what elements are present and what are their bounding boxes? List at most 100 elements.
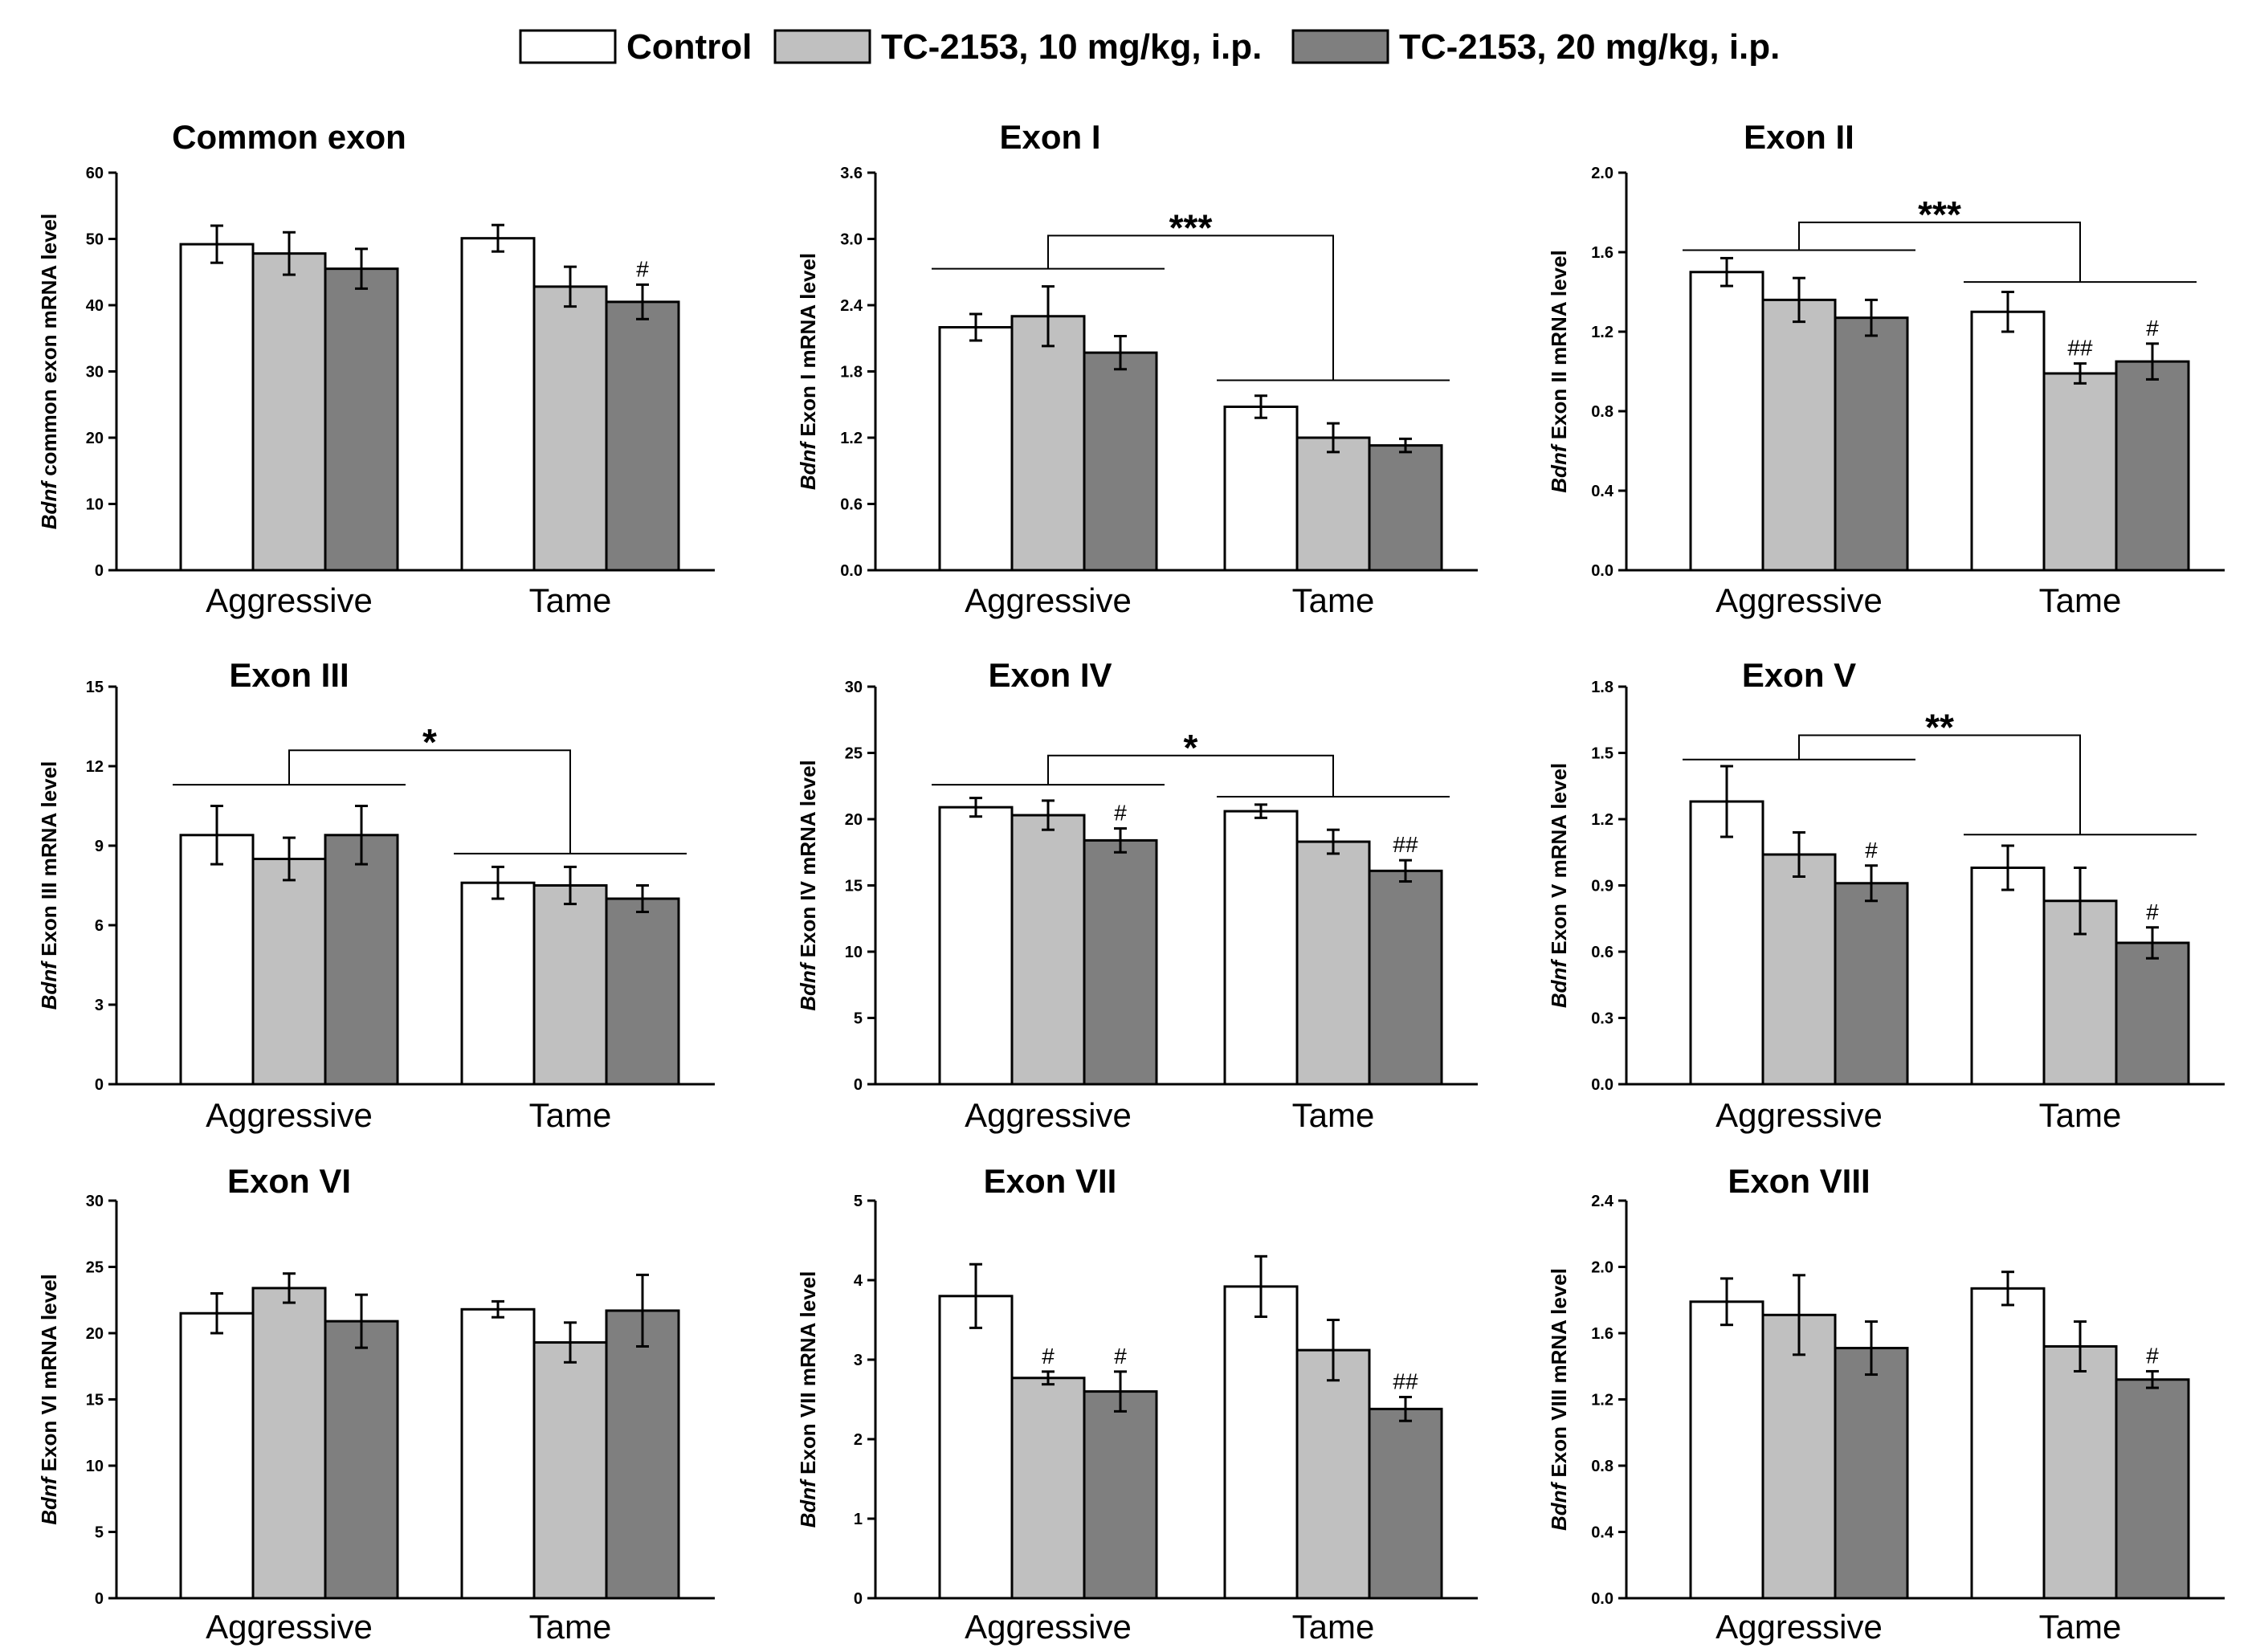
- bar: [460, 881, 536, 1086]
- legend-swatch-2: [1291, 29, 1389, 64]
- significance-stars: ***: [1169, 206, 1213, 248]
- bar: [1083, 1390, 1158, 1600]
- y-tick-label: 0: [95, 562, 104, 580]
- y-axis-label: Bdnf Exon IV mRNA level: [796, 760, 820, 1011]
- y-tick-label: 2.0: [1591, 1259, 1613, 1277]
- y-axis-label: Bdnf Exon II mRNA level: [1547, 250, 1571, 492]
- y-axis-label: Bdnf Exon VI mRNA level: [37, 1274, 61, 1525]
- bar: [938, 1295, 1014, 1600]
- x-tick-label: Tame: [1292, 1096, 1375, 1134]
- bar: [1010, 814, 1086, 1086]
- y-tick-label: 0.9: [1591, 878, 1613, 895]
- bar: [1223, 810, 1299, 1086]
- x-tick-label: Aggressive: [206, 1096, 373, 1134]
- panel-title: Exon II: [1744, 118, 1854, 156]
- y-tick-label: 30: [845, 679, 863, 696]
- x-tick-label: Aggressive: [965, 1608, 1132, 1646]
- y-axis-label-gene: Bdnf: [796, 1479, 820, 1528]
- bracket-connector: [1047, 235, 1334, 381]
- bar: [532, 884, 608, 1086]
- y-tick-label: 0.0: [840, 562, 863, 580]
- y-tick-label: 0.4: [1591, 1524, 1614, 1542]
- y-axis-label: Bdnf Exon III mRNA level: [37, 761, 61, 1010]
- y-tick-label: 30: [86, 364, 104, 381]
- y-tick-label: 20: [86, 430, 104, 447]
- y-tick-label: 0.8: [1591, 1458, 1613, 1475]
- panel-7: Exon VII Bdnf Exon VII mRNA level 0 1 2 3 4 5 Ag…: [796, 1162, 1478, 1646]
- bar: [1761, 298, 1837, 572]
- bar: [1010, 1377, 1086, 1600]
- significance-hash: #: [1114, 1344, 1127, 1369]
- x-tick-label: Tame: [529, 1096, 612, 1134]
- y-axis-label-text: Exon VIII mRNA level: [1547, 1268, 1571, 1483]
- panel-title: Exon VII: [984, 1162, 1117, 1200]
- y-tick-label: 60: [86, 165, 104, 182]
- y-tick-label: 1.8: [840, 364, 863, 381]
- bar: [605, 1309, 680, 1600]
- y-tick-label: 3: [854, 1352, 863, 1369]
- y-axis-label-gene: Bdnf: [1547, 1481, 1571, 1531]
- y-axis-label-text: Exon VII mRNA level: [796, 1271, 820, 1481]
- bar: [2115, 1378, 2190, 1600]
- x-tick-label: Aggressive: [965, 1096, 1132, 1134]
- bar: [1689, 271, 1764, 572]
- y-axis-label-gene: Bdnf: [1547, 443, 1571, 493]
- significance-hash: #: [1042, 1344, 1055, 1369]
- x-tick-label: Tame: [2039, 1096, 2122, 1134]
- y-tick-label: 0: [95, 1590, 104, 1608]
- legend-label-2: TC-2153, 20 mg/kg, i.p.: [1399, 27, 1780, 67]
- bar: [1368, 444, 1443, 572]
- x-tick-label: Aggressive: [1715, 1096, 1883, 1134]
- panel-4: Exon IV Bdnf Exon IV mRNA level 0 5 10 15 20 25…: [796, 656, 1478, 1134]
- panel-title: Exon I: [999, 118, 1100, 156]
- y-axis-label-text: Exon V mRNA level: [1547, 763, 1571, 961]
- bar: [2042, 1345, 2118, 1600]
- y-tick-label: 1.2: [840, 430, 863, 447]
- bar: [1295, 840, 1371, 1086]
- significance-hash: #: [636, 256, 649, 281]
- significance-hash: #: [1114, 801, 1127, 826]
- legend: Control TC-2153, 10 mg/kg, i.p. TC-2153, 2…: [519, 27, 1780, 67]
- bar: [1970, 310, 2046, 572]
- y-tick-label: 2.0: [1591, 165, 1613, 182]
- bar: [532, 1341, 608, 1600]
- bar: [324, 1320, 399, 1600]
- bar: [2115, 941, 2190, 1086]
- bar: [251, 252, 327, 572]
- y-tick-label: 20: [86, 1325, 104, 1343]
- legend-label-0: Control: [626, 27, 752, 67]
- y-tick-label: 6: [95, 917, 104, 935]
- y-tick-label: 10: [845, 944, 863, 961]
- bar: [324, 834, 399, 1086]
- bar: [1223, 406, 1299, 572]
- x-tick-label: Tame: [1292, 581, 1375, 619]
- panel-3: Exon III Bdnf Exon III mRNA level 0 3 6 9 12 15…: [37, 656, 715, 1134]
- legend-swatch-1: [773, 29, 871, 64]
- significance-stars: ***: [1918, 194, 1961, 235]
- bar: [460, 1307, 536, 1600]
- bar: [1223, 1285, 1299, 1600]
- y-tick-label: 0.8: [1591, 403, 1613, 421]
- y-tick-label: 1.2: [1591, 811, 1613, 829]
- bar: [251, 858, 327, 1086]
- y-axis-label: Bdnf Exon V mRNA level: [1547, 763, 1571, 1008]
- panel-title: Exon V: [1742, 656, 1856, 694]
- panel-2: Exon II Bdnf Exon II mRNA level 0.0 0.4 0.8 1…: [1547, 118, 2225, 619]
- y-tick-label: 1.8: [1591, 679, 1613, 696]
- significance-hash: #: [1865, 838, 1878, 863]
- significance-hash: ##: [2067, 336, 2093, 361]
- y-tick-label: 2: [854, 1431, 863, 1449]
- y-axis-label-gene: Bdnf: [37, 961, 61, 1010]
- y-tick-label: 3.6: [840, 165, 863, 182]
- y-tick-label: 15: [86, 1392, 104, 1409]
- x-tick-label: Aggressive: [206, 1608, 373, 1646]
- y-tick-label: 2.4: [1591, 1193, 1614, 1210]
- bar: [179, 1311, 255, 1600]
- bar: [1761, 853, 1837, 1086]
- y-tick-label: 0: [95, 1076, 104, 1094]
- bracket-connector: [1798, 734, 2081, 835]
- y-axis-label-text: Exon III mRNA level: [37, 761, 61, 962]
- y-axis-label: Bdnf Exon I mRNA level: [796, 253, 820, 490]
- x-tick-label: Tame: [2039, 1608, 2122, 1646]
